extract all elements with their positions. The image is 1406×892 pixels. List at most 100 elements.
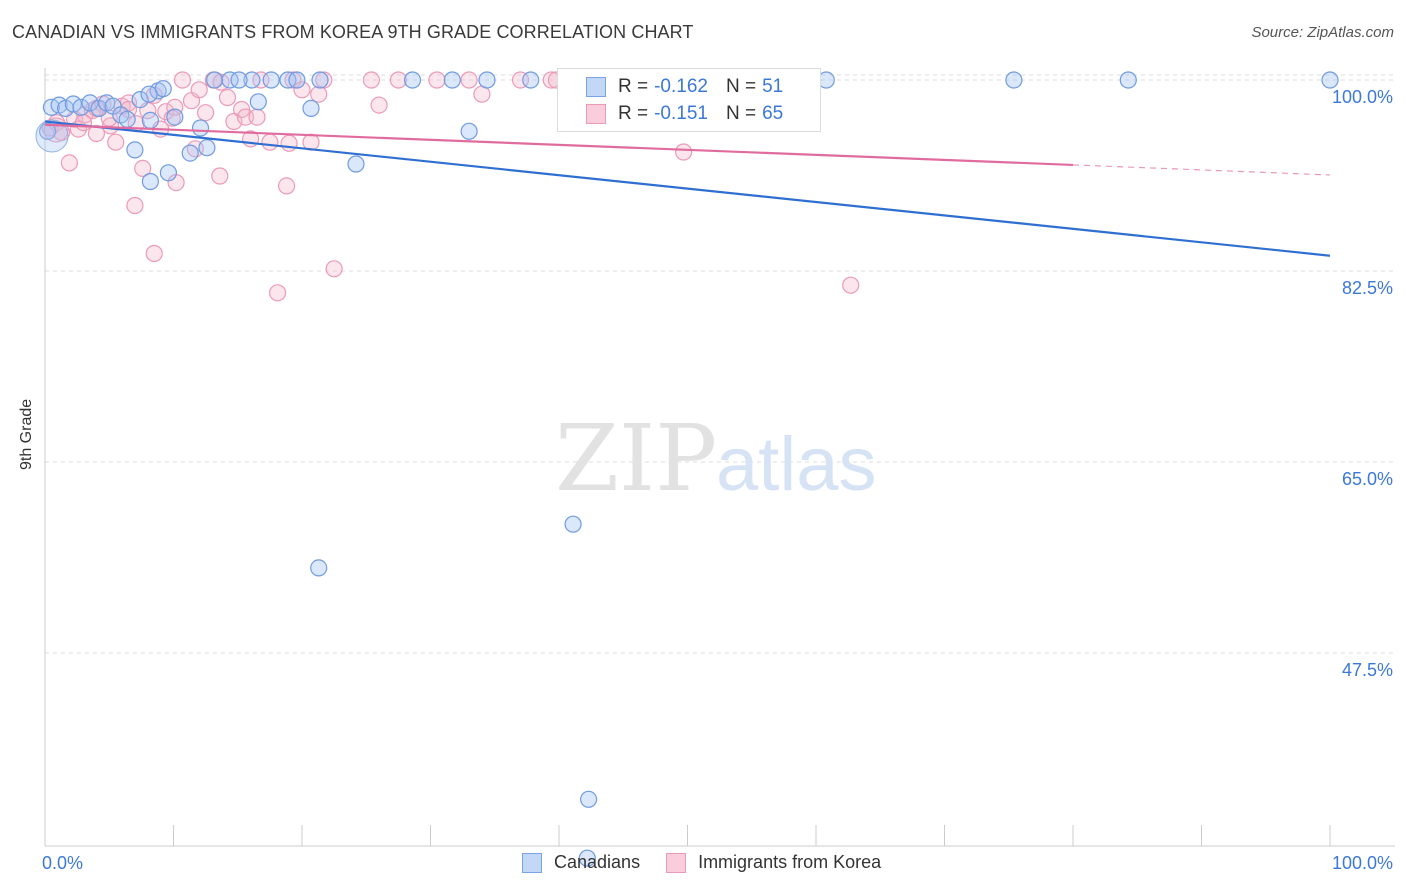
canadians-point: [206, 71, 224, 89]
legend-label-korea: Immigrants from Korea: [698, 852, 882, 872]
r-label: R =: [618, 76, 649, 97]
canadians-point: [159, 164, 177, 182]
korea-point: [197, 104, 215, 122]
korea-point: [60, 154, 79, 172]
korea-point: [87, 124, 106, 143]
canadians-swatch: [586, 77, 606, 97]
korea-point: [145, 244, 163, 263]
korea-point: [269, 284, 287, 302]
canadians-point: [249, 93, 267, 111]
canadians-point: [262, 71, 280, 89]
canadians-point: [131, 90, 149, 109]
canadians-point: [181, 144, 199, 162]
axes: [44, 68, 1395, 847]
korea-point: [126, 196, 144, 215]
stats-row-canadians: R = -0.162 N = 51: [558, 74, 783, 100]
r-value: -0.162: [654, 76, 708, 97]
canadians-point: [310, 559, 328, 577]
watermark-zip: ZIP: [555, 405, 717, 512]
canadians-point: [126, 141, 144, 159]
korea-point: [362, 71, 380, 89]
korea-point: [674, 143, 693, 161]
korea-point: [107, 133, 125, 151]
korea-point: [315, 71, 333, 89]
canadians-point: [72, 98, 90, 116]
korea-point: [218, 88, 237, 107]
canadians-point: [38, 122, 57, 140]
korea-legend-swatch: [666, 852, 687, 873]
korea-point: [511, 71, 530, 89]
chart-title: CANADIAN VS IMMIGRANTS FROM KOREA 9TH GR…: [12, 22, 694, 42]
canadians-point: [460, 122, 478, 140]
korea-point: [261, 133, 279, 151]
canadians-legend-swatch: [522, 852, 542, 873]
canadians-point: [403, 71, 422, 89]
korea-point: [473, 85, 491, 103]
canadians-point: [302, 99, 320, 118]
korea-point: [190, 81, 208, 99]
source-label: Source: ZipAtlas.com: [1251, 24, 1394, 41]
r-label: R =: [618, 103, 649, 124]
canadians-point: [443, 71, 461, 89]
canadians-trend-line: [44, 120, 1331, 257]
x-tick-label: 0.0%: [42, 853, 83, 873]
canadians-point: [311, 71, 329, 89]
korea-trend-line: [44, 123, 1074, 167]
y-tick-label: 47.5%: [1342, 660, 1393, 680]
korea-point: [280, 134, 298, 152]
x-tick-label: 100.0%: [1332, 853, 1393, 873]
korea-point: [428, 71, 446, 89]
canadians-point: [166, 108, 184, 126]
korea-point: [293, 81, 311, 99]
korea-point: [134, 159, 152, 177]
canadians-point: [243, 71, 261, 89]
korea-point: [211, 167, 229, 185]
canadians-point: [81, 94, 99, 112]
korea-point: [389, 71, 407, 89]
canadians-cluster: [35, 119, 69, 153]
korea-point: [74, 113, 93, 132]
n-label: N =: [725, 103, 757, 124]
korea-trend-extension: [1072, 164, 1331, 176]
watermark-atlas: atlas: [716, 422, 877, 507]
y-tick-label: 82.5%: [1342, 278, 1393, 298]
legend-item-canadians[interactable]: Canadians: [522, 852, 640, 873]
canadians-point: [1321, 71, 1339, 89]
legend-item-korea[interactable]: Immigrants from Korea: [666, 852, 881, 873]
korea-point: [310, 85, 328, 103]
gridlines: [45, 74, 1395, 654]
stats-legend: R = -0.162 N = 51 R = -0.151 N = 65: [557, 68, 821, 132]
korea-point: [278, 177, 296, 195]
canadians-point: [1119, 71, 1137, 89]
korea-point: [248, 108, 266, 126]
canadians-point: [191, 119, 210, 137]
canadians-point: [579, 790, 598, 808]
trend-lines: [44, 120, 1331, 257]
korea-swatch: [586, 104, 606, 124]
y-tick-label: 100.0%: [1332, 87, 1393, 107]
canadians-point: [288, 71, 306, 89]
n-label: N =: [725, 76, 757, 97]
korea-point: [325, 260, 343, 278]
canadians-point: [221, 71, 239, 89]
korea-point: [173, 71, 192, 89]
canadians-point: [141, 172, 159, 191]
canadians-point: [1005, 71, 1023, 89]
korea-point: [460, 71, 478, 89]
tick-labels: 100.0% 82.5% 65.0% 47.5% 0.0% 100.0%: [42, 87, 1393, 873]
r-value: -0.151: [654, 103, 708, 124]
korea-point: [166, 98, 184, 116]
y-tick-label: 65.0%: [1342, 469, 1393, 489]
series-legend: Canadians Immigrants from Korea: [522, 852, 907, 873]
canadians-point: [347, 155, 365, 173]
korea-point: [842, 276, 860, 294]
korea-point: [370, 96, 388, 114]
canadians-point: [279, 71, 297, 89]
n-value: 65: [762, 103, 784, 124]
stats-row-korea: R = -0.151 N = 65: [558, 101, 783, 127]
canadians-point: [118, 110, 136, 128]
legend-label-canadians: Canadians: [554, 852, 641, 872]
korea-point: [157, 103, 175, 121]
canadians-point: [478, 71, 496, 89]
